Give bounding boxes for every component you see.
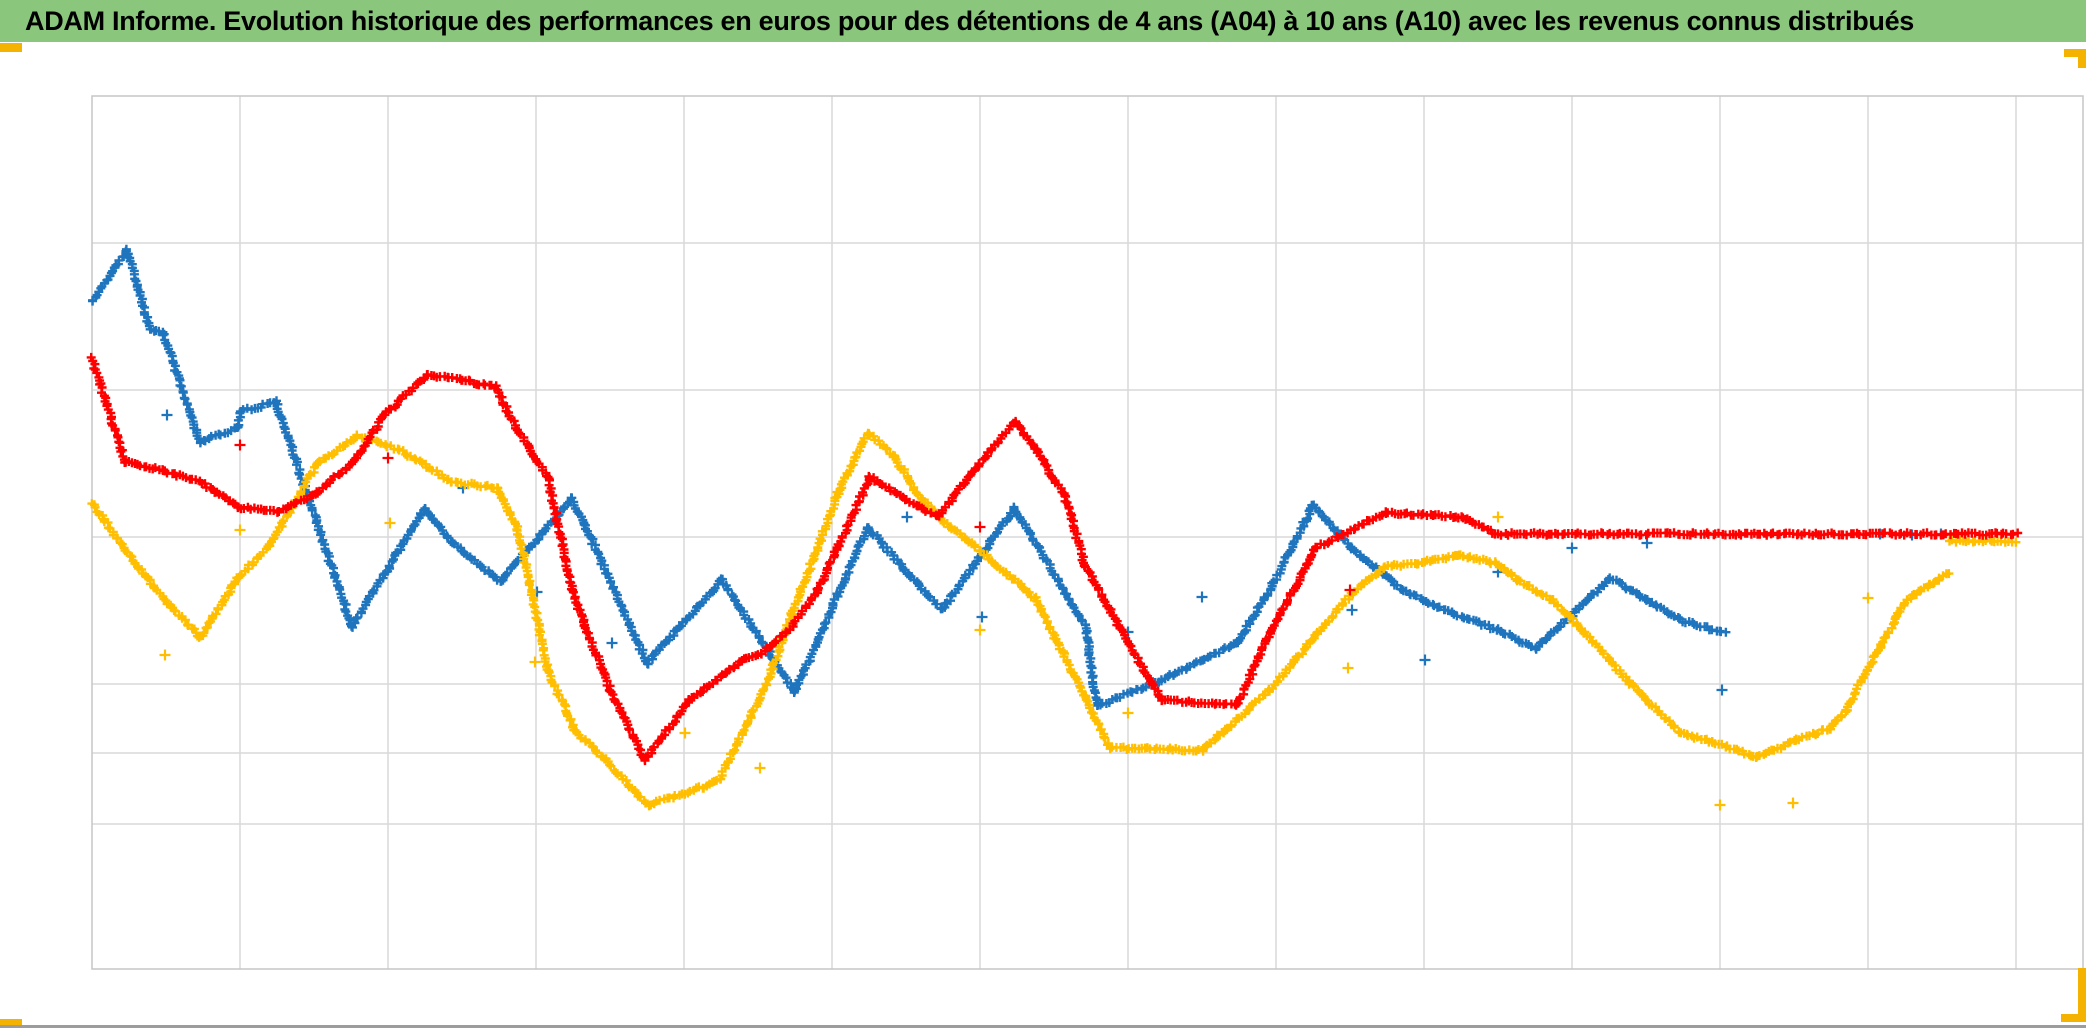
chart-area — [0, 42, 2086, 1022]
selection-handle-bottom-right-v[interactable] — [2078, 968, 2086, 1022]
selection-handle-top-right-v[interactable] — [2078, 49, 2086, 68]
chart-title-bar: ADAM Informe. Evolution historique des p… — [0, 0, 2086, 42]
selection-handle-top-left[interactable] — [0, 43, 22, 52]
selection-handle-top-right-h[interactable] — [2064, 49, 2086, 57]
chart-svg — [86, 95, 2084, 970]
bottom-separator-line — [0, 1025, 2086, 1028]
selection-handle-bottom-right-h[interactable] — [2061, 1014, 2086, 1022]
selection-handle-bottom-left[interactable] — [0, 1019, 22, 1028]
chart-title: ADAM Informe. Evolution historique des p… — [25, 6, 1915, 36]
